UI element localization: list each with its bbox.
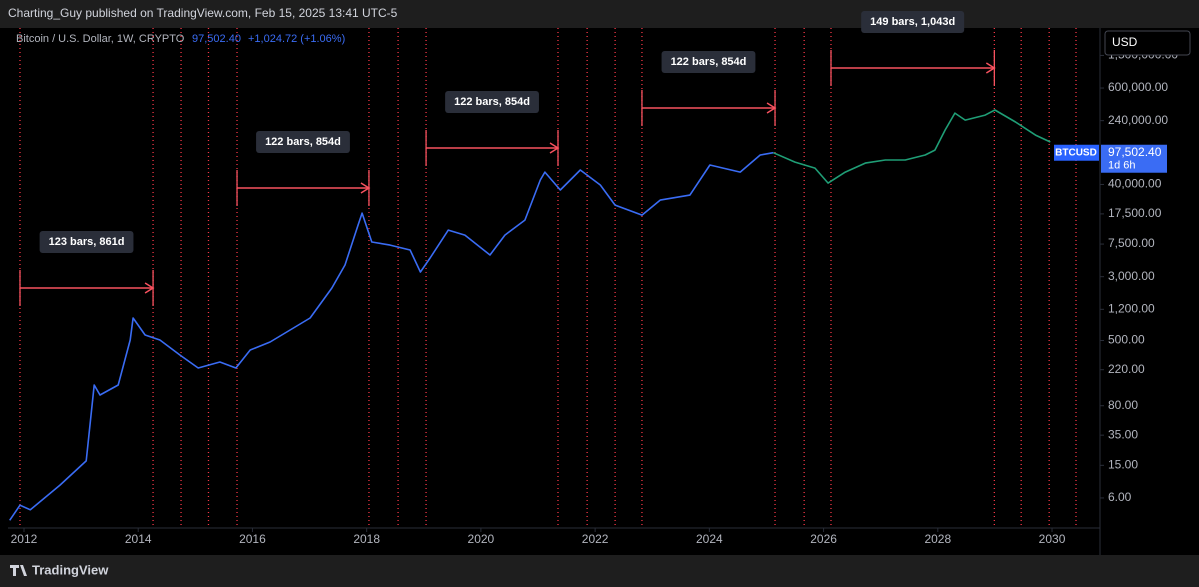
footer-bar — [0, 555, 1199, 587]
x-tick-label: 2012 — [11, 532, 38, 546]
range-label: 122 bars, 854d — [454, 96, 530, 108]
x-tick-label: 2028 — [924, 532, 951, 546]
y-tick-label: 40,000.00 — [1108, 177, 1162, 191]
currency-button — [1104, 30, 1191, 56]
header-bar — [0, 0, 1199, 28]
y-tick-label: 6.00 — [1108, 490, 1132, 504]
y-tick-label: 17,500.00 — [1108, 206, 1162, 220]
x-tick-label: 2024 — [696, 532, 723, 546]
range-label-box — [256, 131, 350, 153]
price-line — [772, 109, 1051, 184]
y-tick-label: 240,000.00 — [1108, 113, 1168, 127]
range-label-box — [445, 91, 539, 113]
currency: USD — [1112, 35, 1138, 49]
range-label: 123 bars, 861d — [49, 236, 125, 248]
x-tick-label: 2016 — [239, 532, 266, 546]
y-tick-label: 220.00 — [1108, 362, 1145, 376]
range-label: 122 bars, 854d — [265, 136, 341, 148]
arrow-head — [985, 62, 996, 74]
range-label: 122 bars, 854d — [671, 56, 747, 68]
brand: TradingView — [32, 562, 109, 577]
range-label-box — [39, 231, 134, 253]
range-label-box — [861, 11, 965, 33]
price-change: +1,024.72 (+1.06%) — [248, 33, 345, 45]
x-tick-label: 2018 — [353, 532, 380, 546]
x-tick-label: 2030 — [1039, 532, 1066, 546]
y-tick-label: 15.00 — [1108, 457, 1138, 471]
y-tick-label: 35.00 — [1108, 427, 1138, 441]
arrow-head — [360, 182, 371, 194]
series-name: BTCUSD — [1055, 147, 1097, 158]
x-tick-label: 2020 — [468, 532, 495, 546]
symbol-title: Bitcoin / U.S. Dollar, 1W, CRYPTO — [16, 33, 185, 45]
y-tick-label: 3,000.00 — [1108, 269, 1155, 283]
x-tick-label: 2014 — [125, 532, 152, 546]
price-countdown: 1d 6h — [1108, 160, 1136, 172]
price-label: 97,502.40 — [1108, 145, 1162, 159]
arrow-head — [549, 142, 560, 154]
publisher: Charting_Guy published on TradingView.co… — [8, 6, 398, 20]
price-label-box — [1101, 144, 1167, 173]
last-price: 97,502.40 — [192, 33, 241, 45]
series-name-box — [1054, 144, 1099, 161]
y-tick-label: 500.00 — [1108, 333, 1145, 347]
price-line — [9, 151, 774, 521]
x-tick-label: 2022 — [582, 532, 609, 546]
arrow-head — [144, 282, 155, 294]
x-tick-label: 2026 — [810, 532, 837, 546]
range-label-box — [661, 51, 756, 73]
logo — [10, 565, 27, 576]
y-tick-label: 1,200.00 — [1108, 301, 1155, 315]
arrow-head — [766, 102, 777, 114]
range-label: 149 bars, 1,043d — [870, 16, 955, 28]
y-tick-label: 7,500.00 — [1108, 236, 1155, 250]
y-tick-label: 600,000.00 — [1108, 80, 1168, 94]
y-tick-label: 80.00 — [1108, 398, 1138, 412]
